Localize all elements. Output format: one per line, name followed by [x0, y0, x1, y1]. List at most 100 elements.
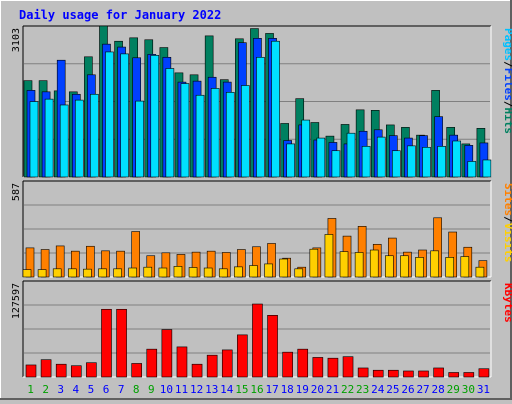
bar-kbytes-day-11 [176, 346, 188, 378]
bar-pages-day-21 [331, 150, 341, 178]
bar-sites-day-14 [218, 268, 228, 278]
bar-sites-day-31 [475, 266, 485, 278]
x-tick-label-day-28: 28 [432, 383, 445, 396]
bar-pages-day-10 [165, 68, 175, 178]
bar-kbytes-day-29 [448, 372, 460, 378]
bar-kbytes-day-26 [403, 370, 414, 378]
bar-sites-day-15 [234, 266, 243, 278]
x-tick-label-day-17: 17 [265, 383, 278, 396]
x-tick-label-day-13: 13 [205, 383, 218, 396]
x-tick-label-day-14: 14 [220, 383, 234, 396]
x-tick-label-day-1: 1 [27, 383, 34, 396]
bar-sites-day-4 [67, 268, 77, 278]
panel-middle-ymax-label: 587 [11, 183, 22, 201]
bar-sites-day-29 [445, 257, 455, 278]
bar-pages-day-7 [120, 53, 129, 178]
legend-part-slash: / [502, 101, 512, 108]
chart-title: Daily usage for January 2022 [19, 8, 221, 22]
x-tick-label-day-5: 5 [88, 383, 95, 396]
bar-pages-day-14 [225, 92, 235, 178]
bar-pages-day-24 [376, 136, 386, 178]
x-tick-label-day-24: 24 [371, 383, 385, 396]
bar-sites-day-9 [143, 266, 153, 278]
bar-kbytes-day-7 [116, 308, 127, 378]
bar-sites-day-22 [339, 251, 349, 278]
bar-pages-day-12 [195, 94, 205, 178]
x-tick-label-day-29: 29 [447, 383, 460, 396]
x-tick-label-day-16: 16 [250, 383, 263, 396]
bar-pages-day-27 [422, 147, 431, 178]
bar-pages-day-2 [44, 98, 54, 178]
bar-pages-day-29 [452, 140, 462, 178]
bar-sites-day-3 [52, 268, 62, 278]
bar-sites-day-17 [264, 263, 273, 278]
bar-sites-day-1 [22, 269, 32, 278]
bar-pages-day-15 [241, 85, 250, 178]
bar-sites-day-2 [37, 269, 47, 278]
panel-middle-legend-label: Sites/Visits [502, 183, 512, 263]
bar-pages-day-11 [180, 83, 190, 178]
legend-part-hits: Hits [502, 108, 512, 135]
bar-sites-day-5 [83, 268, 92, 278]
bar-pages-day-26 [407, 145, 416, 178]
bar-sites-day-23 [354, 252, 364, 278]
bar-pages-day-19 [301, 119, 311, 178]
bar-sites-day-20 [309, 248, 319, 278]
x-tick-label-day-18: 18 [281, 383, 294, 396]
bar-sites-day-13 [203, 267, 213, 278]
bar-kbytes-day-24 [372, 369, 384, 378]
panel-bottom-legend-label: KBytes [502, 283, 512, 323]
bar-pages-day-8 [135, 100, 144, 178]
x-tick-label-day-20: 20 [311, 383, 324, 396]
bar-kbytes-day-13 [206, 354, 218, 378]
x-tick-label-day-10: 10 [160, 383, 173, 396]
x-tick-label-day-19: 19 [296, 383, 309, 396]
bar-kbytes-day-4 [70, 365, 82, 378]
bar-kbytes-day-9 [146, 348, 158, 378]
bar-kbytes-day-5 [86, 362, 97, 378]
x-tick-label-day-23: 23 [356, 383, 369, 396]
bar-kbytes-day-30 [463, 372, 475, 378]
bar-pages-day-3 [59, 104, 69, 178]
bar-kbytes-day-15 [237, 334, 248, 378]
panel-top-ymax-label: 3103 [11, 28, 22, 52]
bar-pages-day-20 [316, 137, 326, 178]
legend-part-slash: / [502, 216, 512, 223]
bar-kbytes-day-2 [40, 359, 52, 378]
bar-sites-day-10 [158, 267, 168, 278]
x-tick-label-day-8: 8 [133, 383, 140, 396]
bar-pages-day-30 [467, 161, 477, 178]
legend-part-slash: / [502, 61, 512, 68]
bar-kbytes-day-20 [312, 357, 324, 378]
bar-sites-day-12 [188, 267, 198, 278]
x-tick-label-day-4: 4 [73, 383, 80, 396]
bar-kbytes-day-3 [55, 363, 67, 378]
legend-part-files: Files [502, 68, 512, 101]
bar-kbytes-day-17 [267, 315, 278, 378]
bar-pages-day-28 [437, 146, 446, 178]
x-tick-label-day-6: 6 [103, 383, 110, 396]
bar-pages-day-6 [105, 51, 114, 178]
x-tick-label-day-31: 31 [477, 383, 490, 396]
legend-part-visits: Visits [502, 223, 512, 263]
bar-kbytes-day-16 [252, 303, 263, 378]
x-tick-label-day-2: 2 [42, 383, 49, 396]
bar-kbytes-day-22 [342, 356, 354, 378]
bar-pages-day-16 [256, 56, 265, 178]
bar-pages-day-17 [271, 40, 280, 178]
bar-kbytes-day-21 [327, 357, 339, 378]
bar-pages-day-18 [286, 143, 295, 178]
bar-kbytes-day-31 [478, 368, 490, 378]
bar-sites-day-8 [128, 267, 137, 278]
bar-sites-day-30 [460, 256, 470, 278]
bar-kbytes-day-19 [297, 348, 309, 378]
bar-sites-day-18 [279, 258, 288, 278]
x-tick-label-day-7: 7 [118, 383, 125, 396]
bar-kbytes-day-23 [357, 367, 369, 378]
panel-bottom-ymax-label: 127597 [11, 283, 22, 319]
bar-kbytes-day-6 [101, 308, 112, 378]
x-tick-label-day-30: 30 [462, 383, 475, 396]
bar-sites-day-7 [113, 268, 122, 278]
bar-sites-day-21 [324, 234, 334, 278]
